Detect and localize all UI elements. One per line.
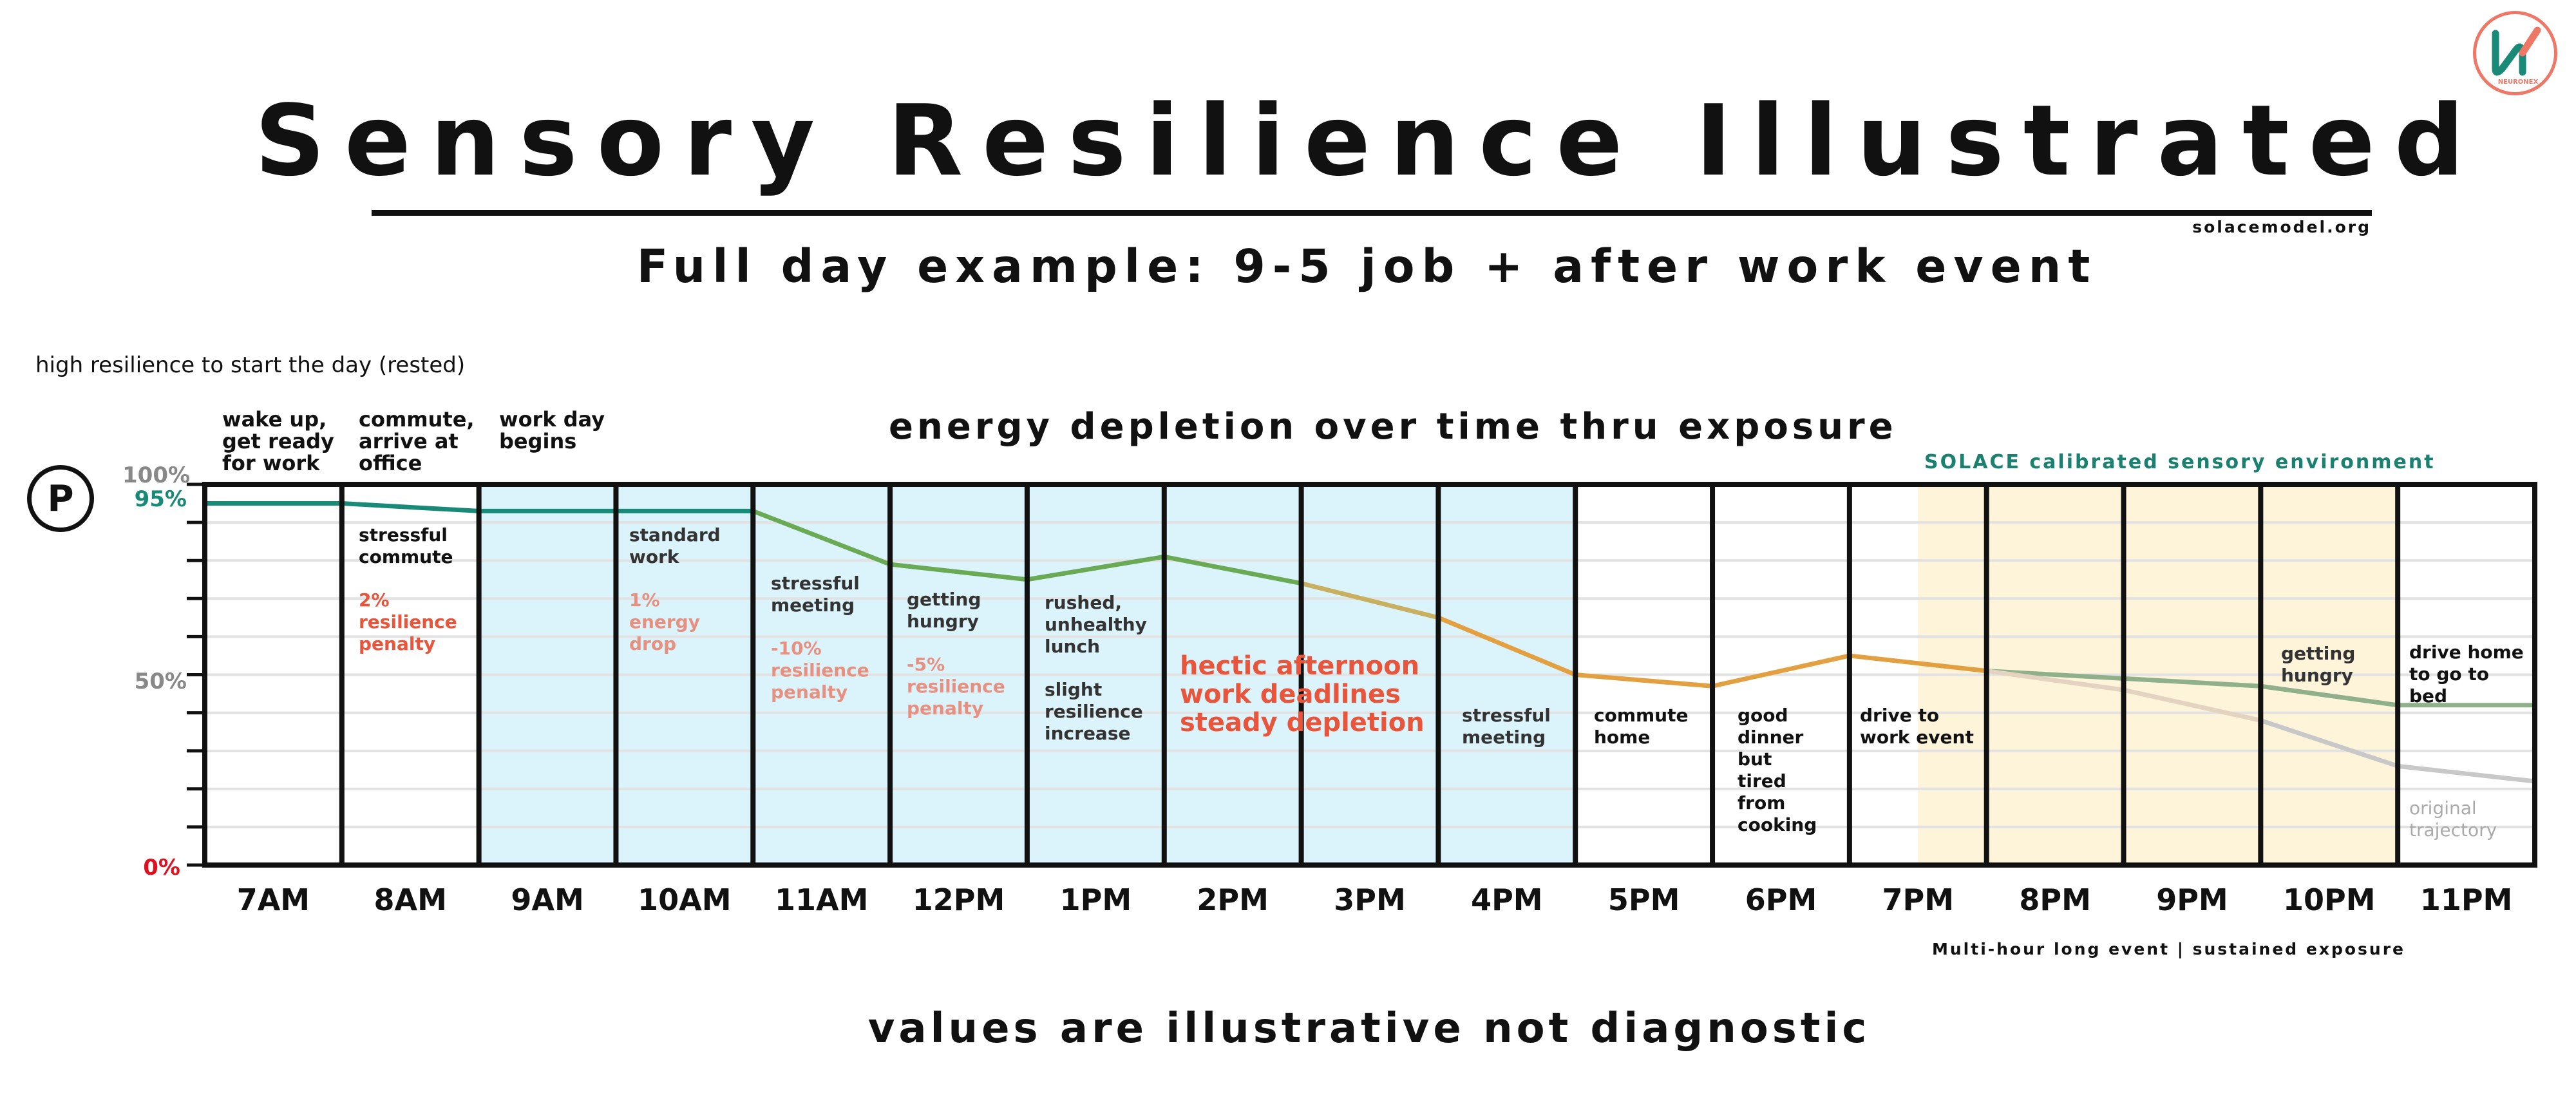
trajectory-segment bbox=[2395, 763, 2537, 784]
trajectory-segment bbox=[2258, 718, 2400, 768]
footer-disclaimer: values are illustrative not diagnostic bbox=[867, 1005, 1871, 1052]
x-tick-label: 1PM bbox=[1059, 882, 1132, 917]
x-tick-label: 2PM bbox=[1197, 882, 1269, 917]
annotation-hungry-penalty: -5% resilience penalty bbox=[907, 654, 1005, 719]
y-tick-label-95: 95% bbox=[134, 486, 187, 512]
annotation-energy-drop: 1% energy drop bbox=[629, 589, 701, 654]
chart-header: energy depletion over time thru exposure bbox=[889, 406, 1897, 448]
annotation-commute-penalty: 2% resilience penalty bbox=[359, 589, 457, 654]
site-url: solacemodel.org bbox=[2192, 218, 2371, 236]
series-segment bbox=[1710, 653, 1852, 689]
annotation-drive-home: drive home to go to bed bbox=[2409, 642, 2524, 707]
x-tick-label: 9AM bbox=[511, 882, 584, 917]
annotation-rushed-lunch: rushed, unhealthy lunch bbox=[1045, 592, 1147, 657]
x-tick-label: 7PM bbox=[1882, 882, 1955, 917]
annotation-getting-hungry-1: getting hungry bbox=[907, 589, 981, 632]
annotation-meeting-penalty: -10% resilience penalty bbox=[771, 638, 869, 703]
y-tick-label-0: 0% bbox=[143, 855, 180, 881]
logo-text: NEURONEX bbox=[2497, 79, 2539, 86]
annotation-good-dinner: good dinner but tired from cooking bbox=[1738, 705, 1817, 835]
x-tick-label: 3PM bbox=[1334, 882, 1406, 917]
commute-label: commute, arrive at office bbox=[359, 407, 475, 475]
series-segment bbox=[750, 508, 893, 567]
x-tick-label: 11PM bbox=[2420, 882, 2513, 917]
y-tick-label-50: 50% bbox=[134, 669, 187, 694]
start-note: high resilience to start the day (rested… bbox=[35, 352, 466, 378]
y-tick-label-100: 100% bbox=[122, 462, 191, 488]
page-subtitle: Full day example: 9-5 job + after work e… bbox=[636, 240, 2098, 293]
p-icon: P bbox=[27, 465, 94, 532]
x-tick-label: 6PM bbox=[1745, 882, 1817, 917]
series-segment bbox=[1847, 653, 1989, 674]
x-tick-label: 7AM bbox=[236, 882, 310, 917]
event-note: Multi-hour long event | sustained exposu… bbox=[1932, 940, 2405, 958]
wake-up-label: wake up, get ready for work bbox=[222, 407, 334, 475]
annotation-drive-to-event: drive to work event bbox=[1860, 705, 1974, 748]
title-underline bbox=[372, 210, 2372, 216]
annotation-stressful-meeting-1: stressful meeting bbox=[771, 573, 860, 616]
annotation-stressful-commute: stressful commute bbox=[359, 524, 453, 567]
x-tick-label: 12PM bbox=[912, 882, 1005, 917]
brand-logo bbox=[2473, 11, 2557, 95]
annotation-getting-hungry-2: getting hungry bbox=[2281, 643, 2356, 686]
logo-mark-icon bbox=[2492, 26, 2541, 76]
solace-environment-label: SOLACE calibrated sensory environment bbox=[1924, 451, 2436, 473]
annotation-original-trajectory: original trajectory bbox=[2409, 797, 2497, 841]
page-title: Sensory Resilience Illustrated bbox=[254, 84, 2484, 198]
x-tick-label: 4PM bbox=[1471, 882, 1543, 917]
series-segment bbox=[887, 562, 1030, 582]
annotation-hectic-afternoon: hectic afternoon work deadlines steady d… bbox=[1180, 651, 1425, 738]
x-tick-label: 9PM bbox=[2156, 882, 2228, 917]
series-segment bbox=[1435, 615, 1578, 677]
annotation-slight-increase: slight resilience increase bbox=[1045, 679, 1143, 744]
annotation-standard-work: standard work bbox=[629, 524, 721, 567]
plot-frame bbox=[202, 482, 2537, 868]
series-segment bbox=[2121, 676, 2263, 689]
series-segment bbox=[339, 501, 482, 513]
x-tick-label: 11AM bbox=[775, 882, 869, 917]
annotation-commute-home: commute home bbox=[1594, 705, 1689, 748]
x-tick-label: 10PM bbox=[2282, 882, 2376, 917]
x-tick-label: 8PM bbox=[2019, 882, 2091, 917]
series-segment bbox=[1162, 554, 1304, 586]
series-segment bbox=[1299, 581, 1441, 620]
x-tick-label: 8AM bbox=[374, 882, 447, 917]
trajectory-segment bbox=[1984, 669, 2126, 692]
annotation-stressful-meeting-2: stressful meeting bbox=[1462, 705, 1551, 748]
x-tick-label: 5PM bbox=[1607, 882, 1680, 917]
series-segment bbox=[2258, 683, 2400, 708]
series-segment bbox=[1573, 672, 1715, 689]
trajectory-segment bbox=[2121, 687, 2263, 723]
x-tick-label: 10AM bbox=[638, 882, 732, 917]
series-segment bbox=[1025, 554, 1167, 582]
work-day-label: work day begins bbox=[499, 407, 605, 453]
